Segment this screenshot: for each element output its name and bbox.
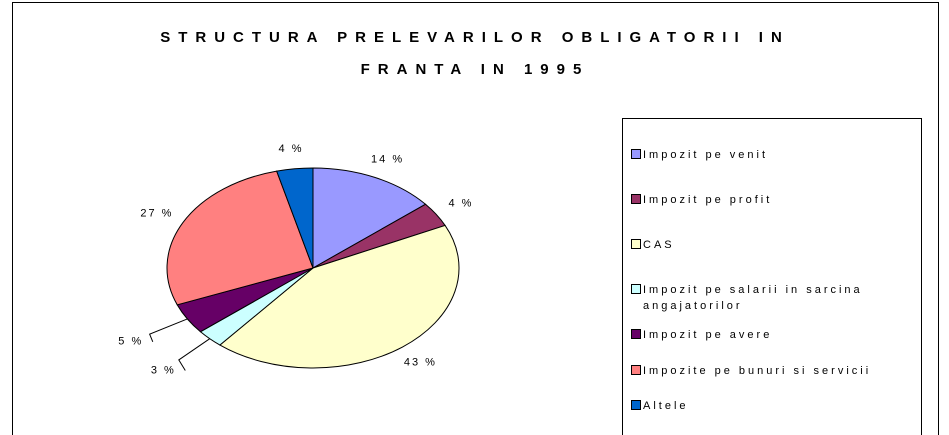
legend-item: Impozit pe salarii in sarcina angajatori…	[631, 282, 911, 314]
legend-label: Impozit pe avere	[643, 329, 773, 341]
legend-swatch	[631, 329, 641, 339]
legend-swatch	[631, 239, 641, 249]
legend-label: Impozit pe venit	[643, 149, 769, 161]
legend-item: CAS	[631, 237, 911, 253]
data-label: 43 %	[404, 357, 437, 369]
legend-label: Impozit pe salarii in sarcina angajatori…	[643, 284, 863, 312]
legend-item: Impozit pe avere	[631, 327, 911, 343]
pie-slice	[276, 167, 314, 269]
pie-slice	[166, 170, 314, 306]
data-label: 14 %	[371, 153, 404, 165]
legend-item: Impozit pe venit	[631, 147, 911, 163]
data-label: 3 %	[151, 364, 176, 376]
legend-label: CAS	[643, 239, 675, 251]
leader-line	[178, 338, 211, 371]
data-label: 5 %	[118, 336, 143, 348]
pie-slice	[219, 224, 460, 369]
legend-swatch	[631, 194, 641, 204]
legend-swatch	[631, 284, 641, 294]
pie-slice	[312, 167, 427, 269]
data-label: 4 %	[448, 198, 473, 210]
legend-label: Impozite pe bunuri si servicii	[643, 365, 872, 377]
legend-swatch	[631, 400, 641, 410]
legend: Impozit pe venit Impozit pe profit CAS Impo…	[622, 118, 922, 435]
legend-label: Impozit pe profit	[643, 194, 773, 206]
legend-swatch	[631, 365, 641, 375]
legend-item: Altele	[631, 398, 911, 414]
legend-item: Impozite pe bunuri si servicii	[631, 363, 911, 379]
data-label: 4 %	[279, 143, 304, 155]
chart-title: STRUCTURA PRELEVARILOR OBLIGATORII IN FR…	[160, 29, 790, 78]
data-label: 27 %	[140, 207, 173, 219]
legend-label: Altele	[643, 400, 689, 412]
legend-swatch	[631, 149, 641, 159]
chart-frame	[12, 2, 939, 435]
leader-line	[148, 318, 188, 343]
legend-item: Impozit pe profit	[631, 192, 911, 208]
